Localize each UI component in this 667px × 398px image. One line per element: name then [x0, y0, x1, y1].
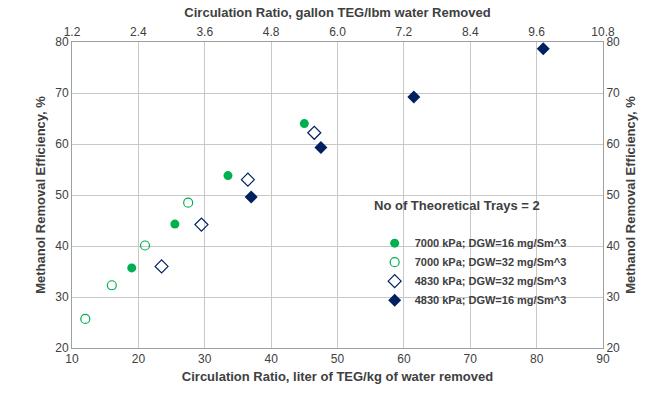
- svg-text:90: 90: [596, 352, 610, 366]
- svg-text:70: 70: [55, 86, 69, 100]
- svg-text:30: 30: [606, 290, 620, 304]
- svg-text:30: 30: [198, 352, 212, 366]
- svg-text:7000 kPa; DGW=16 mg/Sm^3: 7000 kPa; DGW=16 mg/Sm^3: [415, 237, 567, 249]
- svg-text:Circulation Ratio, liter of TE: Circulation Ratio, liter of TEG/kg of wa…: [182, 369, 493, 384]
- svg-text:10: 10: [65, 352, 79, 366]
- svg-text:50: 50: [55, 188, 69, 202]
- svg-text:40: 40: [606, 239, 620, 253]
- svg-text:60: 60: [55, 137, 69, 151]
- svg-text:2.4: 2.4: [130, 25, 147, 39]
- svg-text:Methanol Removal Efficiency, %: Methanol Removal Efficiency, %: [33, 96, 48, 294]
- svg-text:Circulation Ratio, gallon TEG/: Circulation Ratio, gallon TEG/lbm water …: [184, 5, 490, 20]
- svg-text:6.0: 6.0: [329, 25, 346, 39]
- svg-text:3.6: 3.6: [196, 25, 213, 39]
- svg-text:40: 40: [55, 239, 69, 253]
- svg-text:80: 80: [606, 35, 620, 49]
- svg-text:20: 20: [55, 341, 69, 355]
- svg-text:20: 20: [606, 341, 620, 355]
- svg-text:7000 kPa; DGW=32 mg/Sm^3: 7000 kPa; DGW=32 mg/Sm^3: [415, 256, 567, 268]
- svg-text:70: 70: [464, 352, 478, 366]
- svg-text:30: 30: [55, 290, 69, 304]
- svg-text:4.8: 4.8: [263, 25, 280, 39]
- svg-text:1.2: 1.2: [64, 25, 81, 39]
- svg-text:4830 kPa; DGW=16 mg/Sm^3: 4830 kPa; DGW=16 mg/Sm^3: [415, 294, 567, 306]
- svg-text:10.8: 10.8: [591, 25, 615, 39]
- svg-text:No of Theoretical Trays = 2: No of Theoretical Trays = 2: [374, 198, 540, 213]
- svg-text:70: 70: [606, 86, 620, 100]
- svg-text:60: 60: [606, 137, 620, 151]
- svg-text:40: 40: [264, 352, 278, 366]
- svg-text:20: 20: [132, 352, 146, 366]
- svg-text:8.4: 8.4: [462, 25, 479, 39]
- svg-text:80: 80: [55, 35, 69, 49]
- svg-text:7.2: 7.2: [396, 25, 413, 39]
- svg-text:4830 kPa; DGW=32 mg/Sm^3: 4830 kPa; DGW=32 mg/Sm^3: [415, 275, 567, 287]
- svg-text:60: 60: [397, 352, 411, 366]
- svg-text:80: 80: [530, 352, 544, 366]
- svg-text:50: 50: [606, 188, 620, 202]
- svg-text:50: 50: [331, 352, 345, 366]
- svg-text:Methanol Removal Efficiency, %: Methanol Removal Efficiency, %: [623, 96, 638, 294]
- svg-text:9.6: 9.6: [528, 25, 545, 39]
